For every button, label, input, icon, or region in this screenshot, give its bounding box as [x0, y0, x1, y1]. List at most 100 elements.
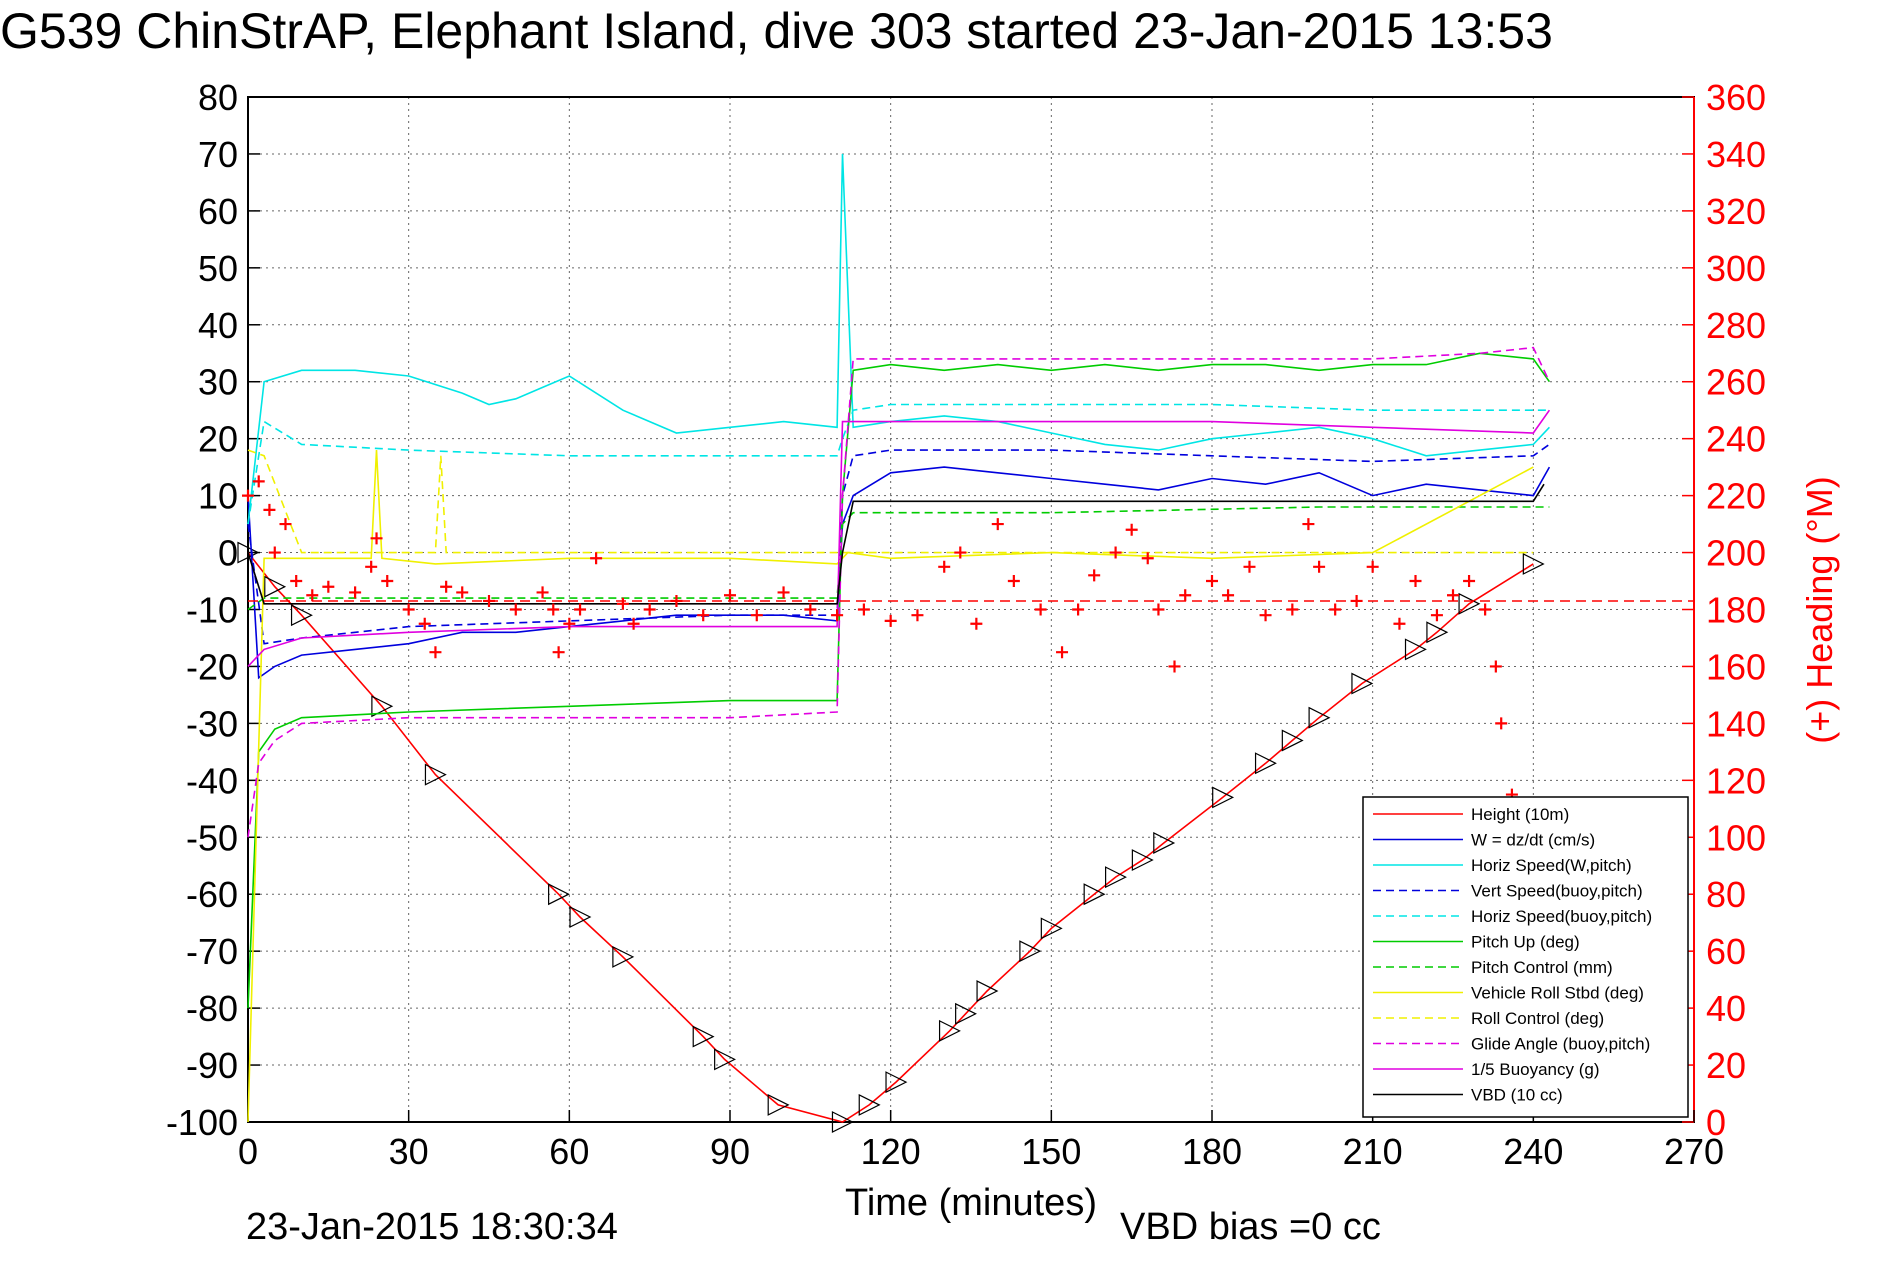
- chart-title: G539 ChinStrAP, Elephant Island, dive 30…: [0, 3, 1553, 59]
- right-tick-label: 20: [1706, 1045, 1746, 1086]
- series-line-2: [247, 153, 1550, 525]
- heading-point: [1088, 569, 1101, 582]
- right-tick-label: 220: [1706, 476, 1766, 517]
- heading-point: [279, 518, 292, 531]
- height-marker: [1458, 592, 1481, 615]
- heading-point: [429, 646, 442, 659]
- right-tick-label: 260: [1706, 362, 1766, 403]
- left-tick-label: 70: [198, 134, 238, 175]
- heading-point: [322, 580, 335, 593]
- heading-point: [777, 586, 790, 599]
- series-line-1: [247, 466, 1551, 680]
- legend-entry: Horiz Speed(buoy,pitch): [1471, 907, 1652, 926]
- legend-entry: Horiz Speed(W,pitch): [1471, 856, 1632, 875]
- heading-point: [290, 575, 303, 588]
- left-tick-label: 0: [218, 533, 238, 574]
- height-marker: [714, 1048, 736, 1071]
- height-marker: [1104, 866, 1127, 889]
- left-tick-label: -100: [166, 1102, 238, 1143]
- series-line-7: [247, 450, 1534, 1123]
- heading-point: [306, 589, 319, 602]
- heading-point: [563, 617, 576, 630]
- heading-point: [1329, 603, 1342, 616]
- heading-point: [970, 617, 983, 630]
- heading-point: [991, 518, 1004, 531]
- heading-point: [857, 603, 870, 616]
- heading-point: [1222, 589, 1235, 602]
- heading-series: [242, 475, 1694, 801]
- right-tick-label: 80: [1706, 874, 1746, 915]
- series-layer: [237, 153, 1551, 1133]
- heading-point: [552, 646, 565, 659]
- series-line-10: [247, 409, 1551, 667]
- heading-point: [954, 546, 967, 559]
- height-marker: [371, 695, 394, 718]
- height-marker: [612, 945, 635, 968]
- heading-point: [1302, 518, 1315, 531]
- left-tick-label: -40: [186, 760, 238, 801]
- right-tick-label: 280: [1706, 305, 1766, 346]
- x-tick-label: 30: [389, 1131, 429, 1172]
- series-line-5: [247, 352, 1551, 1009]
- x-tick-label: 60: [549, 1131, 589, 1172]
- heading-point: [750, 609, 763, 622]
- heading-point: [616, 597, 629, 610]
- right-tick-label: 200: [1706, 533, 1766, 574]
- left-tick-label: 10: [198, 476, 238, 517]
- height-marker: [1404, 638, 1427, 661]
- height-marker: [237, 541, 260, 564]
- legend-entry: 1/5 Buoyancy (g): [1471, 1060, 1600, 1079]
- height-marker: [1019, 940, 1042, 963]
- series-line-9: [247, 346, 1551, 838]
- left-y-axis: -100-90-80-70-60-50-40-30-20-10010203040…: [166, 77, 260, 1143]
- height-marker: [424, 763, 447, 786]
- legend-entry: VBD (10 cc): [1471, 1086, 1563, 1105]
- heading-point: [1056, 646, 1069, 659]
- heading-point: [536, 586, 549, 599]
- height-marker: [1083, 883, 1106, 906]
- right-tick-label: 300: [1706, 248, 1766, 289]
- heading-point: [1430, 609, 1443, 622]
- heading-point: [1206, 575, 1218, 588]
- legend-entry: Pitch Control (mm): [1471, 958, 1613, 977]
- right-tick-label: 320: [1706, 191, 1766, 232]
- left-tick-label: -70: [186, 931, 238, 972]
- right-tick-label: 240: [1706, 419, 1766, 460]
- height-marker: [1281, 729, 1304, 752]
- x-tick-label: 270: [1664, 1131, 1724, 1172]
- heading-point: [590, 552, 603, 565]
- left-tick-label: -80: [186, 988, 238, 1029]
- x-axis: 0 30 60 90 120 150 180 210 240 270: [238, 1110, 1724, 1172]
- legend-entry: Pitch Up (deg): [1471, 933, 1580, 952]
- height-marker: [1153, 832, 1176, 854]
- heading-point: [1495, 717, 1508, 730]
- x-axis-label: Time (minutes): [845, 1182, 1097, 1224]
- height-marker: [692, 1025, 715, 1048]
- x-tick-label: 90: [710, 1131, 750, 1172]
- heading-point: [509, 603, 522, 616]
- heading-point: [1393, 617, 1406, 630]
- heading-point: [1366, 560, 1379, 573]
- left-tick-label: 20: [198, 419, 238, 460]
- heading-point: [1034, 603, 1047, 616]
- height-marker: [264, 575, 287, 598]
- left-tick-label: -30: [186, 703, 238, 744]
- height-marker: [1254, 752, 1277, 775]
- right-y-axis: 0 20 40 60 80 100 120 140 160 180 200 220 240 260 280 3…: [1682, 77, 1766, 1143]
- heading-point: [1463, 575, 1476, 588]
- vbd-bias-note: VBD bias =0 cc: [1120, 1206, 1381, 1248]
- height-marker: [1131, 849, 1154, 872]
- left-tick-label: 30: [198, 362, 238, 403]
- heading-point: [1447, 589, 1459, 602]
- height-marker: [1308, 706, 1331, 729]
- heading-point: [440, 580, 453, 593]
- left-tick-label: -50: [186, 817, 238, 858]
- series-line-11: [247, 483, 1545, 605]
- left-tick-label: 50: [198, 248, 238, 289]
- heading-point: [456, 586, 469, 599]
- x-tick-label: 240: [1503, 1131, 1563, 1172]
- heading-point: [1152, 603, 1165, 616]
- heading-point: [804, 603, 817, 616]
- legend-box: [1362, 796, 1689, 1118]
- heading-point: [1109, 546, 1122, 559]
